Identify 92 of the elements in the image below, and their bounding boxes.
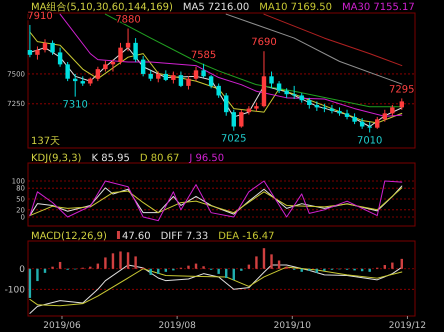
- text: MA10 7169.50: [259, 2, 332, 13]
- bar: [255, 256, 258, 269]
- bar: [134, 256, 137, 269]
- x-tick-label: 2019/06: [43, 321, 81, 331]
- y-tick-label: 0: [19, 264, 26, 275]
- bar: [157, 268, 160, 274]
- annotation: 7010: [356, 135, 382, 146]
- bar: [368, 268, 371, 272]
- text: K 85.95: [91, 153, 130, 164]
- line-series: [29, 266, 402, 306]
- candlestick: [307, 97, 312, 110]
- bar: [104, 257, 107, 269]
- bar: [164, 268, 168, 272]
- candlestick: [360, 118, 364, 130]
- candlestick: [171, 71, 176, 84]
- x-tick-label: 2019/08: [158, 321, 196, 331]
- text: D 80.67: [140, 153, 180, 164]
- candlestick: [148, 70, 153, 82]
- candlestick: [118, 42, 123, 65]
- bar: [225, 268, 228, 278]
- candlestick: [352, 112, 357, 125]
- bar: [96, 264, 100, 269]
- candlestick: [156, 71, 160, 83]
- x-tick-label: 2019/10: [274, 321, 312, 331]
- candlestick: [208, 74, 214, 89]
- line-series: [29, 264, 402, 314]
- bar: [400, 258, 403, 269]
- candlestick: [58, 47, 62, 68]
- bar: [150, 268, 152, 275]
- annotation: 7310: [62, 100, 88, 111]
- bar: [44, 268, 46, 273]
- x-tick-label: 2019/12: [388, 321, 426, 331]
- annotation: 7880: [115, 14, 141, 26]
- candlestick: [96, 66, 100, 82]
- bar: [300, 268, 303, 272]
- text: DEA -16.47: [218, 231, 274, 242]
- candlestick: [300, 92, 304, 104]
- text: MA5 7216.00: [182, 2, 250, 13]
- bar: [384, 265, 386, 269]
- chart-title: MA组合(5,10,30,60,144,169): [31, 1, 173, 13]
- candlestick: [126, 28, 130, 52]
- bar: [126, 252, 130, 269]
- bar: [28, 268, 32, 298]
- candlestick: [375, 116, 380, 130]
- bar: [36, 268, 39, 282]
- annotation: 7585: [190, 50, 216, 61]
- annotation: 7025: [221, 134, 246, 145]
- candlestick: [400, 98, 404, 110]
- candlestick: [35, 46, 40, 60]
- candlestick: [133, 38, 138, 62]
- annotation: 7295: [389, 84, 415, 96]
- chart-title: MACD(12,26,9): [31, 231, 108, 242]
- candlestick: [28, 24, 32, 58]
- annotation: 7690: [251, 37, 277, 48]
- candlestick: [164, 70, 168, 82]
- candlestick: [239, 109, 244, 128]
- chart-title: KDJ(9,3,3): [31, 153, 82, 164]
- annotation: 7910: [27, 10, 53, 22]
- candlestick: [178, 71, 184, 88]
- bar: [232, 268, 235, 280]
- candlestick: [65, 61, 70, 82]
- annotation: 137天: [31, 136, 60, 147]
- candlestick: [186, 76, 191, 90]
- candlestick: [382, 109, 387, 122]
- candlestick: [110, 59, 116, 72]
- bar: [360, 268, 364, 272]
- candlestick: [390, 104, 395, 116]
- text: DIFF 7.33: [160, 231, 208, 242]
- candlestick: [103, 60, 108, 72]
- candlestick: [224, 92, 228, 116]
- text: MA30 7155.17: [342, 2, 415, 13]
- candlestick: [276, 80, 282, 94]
- legend-label: 47.60: [122, 231, 151, 242]
- text: J 96.50: [188, 153, 224, 164]
- candlestick: [314, 100, 320, 112]
- bar: [58, 262, 62, 269]
- bar: [248, 264, 250, 269]
- candlestick: [284, 88, 289, 98]
- bar: [391, 262, 394, 269]
- bar: [217, 268, 220, 274]
- candlestick: [72, 73, 78, 98]
- candlestick: [292, 85, 296, 100]
- bar: [278, 260, 280, 269]
- candlestick: [50, 40, 55, 56]
- bar: [316, 268, 318, 273]
- candlestick: [232, 109, 236, 132]
- candlestick: [140, 56, 146, 77]
- line-series: [226, 14, 402, 85]
- candlestick: [80, 76, 85, 86]
- candlestick: [216, 82, 221, 98]
- candlestick: [201, 63, 206, 78]
- y-tick-label: -100: [4, 285, 26, 296]
